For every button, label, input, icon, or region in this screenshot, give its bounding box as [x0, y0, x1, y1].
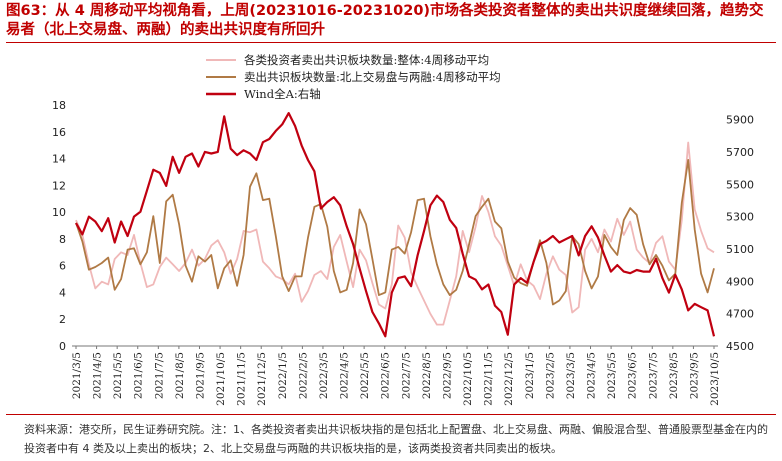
left-axis-ticks: 0 2 4 6 8 10 12 14 16 18: [52, 99, 66, 353]
legend-label: 卖出共识板块数量:北上交易盘与两融:4周移动平均: [244, 70, 501, 84]
x-tick-label: 2021/8/5: [174, 352, 186, 399]
x-tick-label: 2022/8/5: [421, 352, 433, 399]
x-tick-label: 2023/3/5: [565, 352, 577, 399]
x-tick-label: 2021/4/5: [92, 352, 104, 399]
x-tick-label: 2023/7/5: [647, 352, 659, 399]
right-axis-ticks: 4500 4700 4900 5100 5300 5500 5700 5900: [726, 114, 754, 353]
x-tick-label: 2022/5/5: [359, 352, 371, 399]
right-tick-label: 5100: [726, 243, 754, 256]
left-tick-label: 16: [52, 126, 66, 139]
legend-label: 各类投资者卖出共识板块数量:整体:4周移动平均: [244, 53, 489, 67]
x-tick-label: 2021/7/5: [153, 352, 165, 399]
x-tick-label: 2022/4/5: [339, 352, 351, 399]
x-tick-label: 2022/10/5: [462, 352, 474, 406]
x-tick-label: 2021/3/5: [71, 352, 83, 399]
x-tick-label: 2023/9/5: [688, 352, 700, 399]
x-tick-label: 2021/10/5: [215, 352, 227, 406]
series-line-2: [75, 159, 715, 306]
right-tick-label: 4700: [726, 308, 754, 321]
x-tick-label: 2023/5/5: [606, 352, 618, 399]
chart-legend: 各类投资者卖出共识板块数量:整体:4周移动平均卖出共识板块数量:北上交易盘与两融…: [206, 53, 501, 101]
legend-label: Wind全A:右轴: [244, 87, 321, 101]
right-tick-label: 4500: [726, 340, 754, 353]
x-tick-label: 2023/8/5: [668, 352, 680, 399]
x-tick-label: 2022/12/5: [503, 352, 515, 406]
right-tick-label: 5300: [726, 211, 754, 224]
x-tick-label: 2022/3/5: [318, 352, 330, 399]
series-line-3: [75, 112, 716, 338]
x-tick-label: 2023/10/5: [709, 352, 721, 406]
x-tick-label: 2022/2/5: [297, 352, 309, 399]
left-tick-label: 14: [52, 153, 66, 166]
line-chart: 0 2 4 6 8 10 12 14 16 18 4500 4700 4900 5100 5300 5500…: [52, 53, 754, 406]
series-lines: [75, 112, 716, 338]
x-tick-label: 2022/1/5: [277, 352, 289, 399]
x-axis-ticks: 2021/3/5 2021/4/5 2021/5/5 2021/6/5 2021/7/5…: [71, 346, 721, 406]
left-tick-label: 0: [59, 340, 66, 353]
x-tick-label: 2021/11/5: [236, 352, 248, 406]
left-tick-label: 10: [52, 206, 66, 219]
right-tick-label: 4900: [726, 275, 754, 288]
left-tick-label: 2: [59, 313, 66, 326]
figure-title: 图63：从 4 周移动平均视角看，上周(20231016-20231020)市场…: [6, 3, 764, 38]
left-tick-label: 8: [59, 233, 66, 246]
source-divider: [6, 414, 776, 415]
x-tick-label: 2021/6/5: [133, 352, 145, 399]
x-tick-label: 2021/5/5: [112, 352, 124, 399]
x-tick-label: 2023/4/5: [586, 352, 598, 399]
x-tick-label: 2022/9/5: [441, 352, 453, 399]
x-tick-label: 2023/6/5: [627, 352, 639, 399]
source-note: 资料来源：港交所，民生证券研究院。注：1、各类投资者卖出共识板块指的是包括北上配…: [24, 423, 768, 455]
left-tick-label: 4: [59, 286, 66, 299]
right-tick-label: 5500: [726, 178, 754, 191]
title-divider: [6, 42, 776, 43]
x-tick-label: 2023/2/5: [544, 352, 556, 399]
right-tick-label: 5900: [726, 114, 754, 127]
left-tick-label: 18: [52, 99, 66, 112]
x-tick-label: 2023/1/5: [524, 352, 536, 399]
left-tick-label: 6: [59, 260, 66, 273]
left-tick-label: 12: [52, 179, 66, 192]
x-tick-label: 2021/9/5: [194, 352, 206, 399]
x-tick-label: 2022/11/5: [483, 352, 495, 406]
x-tick-label: 2022/7/5: [400, 352, 412, 399]
right-tick-label: 5700: [726, 146, 754, 159]
x-tick-label: 2022/6/5: [380, 352, 392, 399]
x-tick-label: 2021/12/5: [256, 352, 268, 406]
series-line-1: [75, 141, 715, 326]
